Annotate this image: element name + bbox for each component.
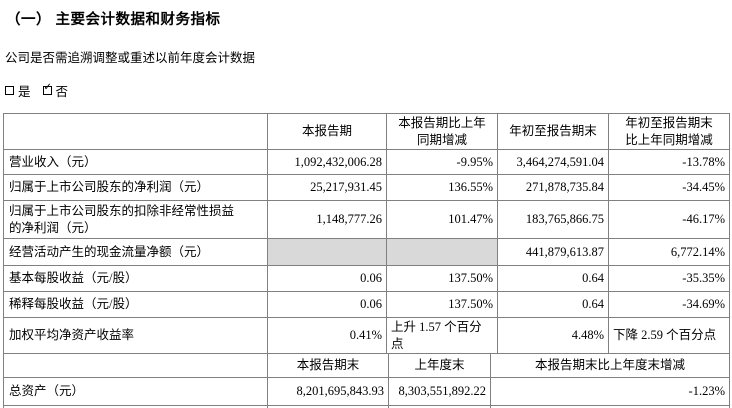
header-prior-year-end: 上年度末: [388, 353, 491, 378]
shaded-empty-cell: [386, 238, 498, 266]
cell-value: -1.23%: [490, 377, 730, 406]
cell-value: 136.55%: [386, 174, 498, 201]
table-header-row: 本报告期末 上年度末 本报告期末比上年度末增减: [3, 353, 730, 378]
empty-header-cell: [3, 113, 268, 150]
row-label: 经营活动产生的现金流量净额（元）: [3, 238, 268, 266]
cell-value: 0.64: [497, 291, 609, 318]
table-row-net-profit: 归属于上市公司股东的净利润（元） 25,217,931.45 136.55% 2…: [3, 174, 730, 201]
header-change-vs-prior-year-end: 本报告期末比上年度末增减: [490, 353, 730, 378]
table-row-revenue: 营业收入（元） 1,092,432,006.28 -9.95% 3,464,27…: [3, 149, 730, 175]
cell-value: 25,217,931.45: [267, 174, 387, 201]
header-current-period: 本报告期: [267, 113, 387, 150]
key-financials-section: 本报告期 本报告期比上年 同期增减 年初至报告期末 年初至报告期末 比上年同期增…: [3, 113, 732, 408]
row-label: 稀释每股收益（元/股）: [3, 291, 268, 318]
cell-value: 101.47%: [386, 200, 498, 239]
cell-value: 137.50%: [386, 291, 498, 318]
cell-value: 上升 1.57 个百分点: [386, 317, 498, 354]
table-row-operating-cash-flow: 经营活动产生的现金流量净额（元） 441,879,613.87 6,772.14…: [3, 238, 730, 266]
cell-value: 183,765,866.75: [497, 200, 609, 239]
table-row-basic-eps: 基本每股收益（元/股） 0.06 137.50% 0.64 -35.35%: [3, 265, 730, 292]
cell-value: 1,148,777.26: [267, 200, 387, 239]
row-label: 营业收入（元）: [3, 149, 268, 175]
header-ytd: 年初至报告期末: [497, 113, 609, 150]
cell-value: 1,092,432,006.28: [267, 149, 387, 175]
option-no-label: 否: [55, 85, 69, 99]
cell-value: -9.95%: [386, 149, 498, 175]
cell-value: 0.49%: [490, 405, 730, 408]
table-row-diluted-eps: 稀释每股收益（元/股） 0.06 137.50% 0.64 -34.69%: [3, 291, 730, 318]
restatement-question: 公司是否需追溯调整或重述以前年度会计数据: [5, 51, 256, 65]
empty-header-cell: [3, 353, 268, 378]
cell-value: 4.48%: [497, 317, 609, 354]
cell-value: 0.06: [267, 265, 387, 292]
cell-value: 0.64: [497, 265, 609, 292]
table-header-row: 本报告期 本报告期比上年 同期增减 年初至报告期末 年初至报告期末 比上年同期增…: [3, 113, 730, 150]
cell-value: 441,879,613.87: [497, 238, 609, 266]
option-yes-label: 是: [18, 85, 31, 99]
shaded-empty-cell: [267, 238, 387, 266]
header-ytd-yoy-change: 年初至报告期末 比上年同期增减: [608, 113, 730, 150]
header-period-end: 本报告期末: [267, 353, 389, 378]
cell-value: 3,464,274,591.04: [497, 149, 609, 175]
cell-value: -46.17%: [608, 200, 730, 239]
row-label: 加权平均净资产收益率: [3, 317, 268, 354]
cell-value: 8,303,551,892.22: [388, 377, 491, 406]
cell-value: 271,878,735.84: [497, 174, 609, 201]
row-label: 基本每股收益（元/股）: [3, 265, 268, 292]
section-title: （一） 主要会计数据和财务指标: [6, 12, 221, 28]
restatement-answer: 是 ✓ 否: [5, 81, 732, 100]
table-row-net-profit-excl-nonrecurring: 归属于上市公司股东的扣除非经常性损益 的净利润（元） 1,148,777.26 …: [3, 200, 730, 239]
table-row-equity: 归属于上市公司股东的所有者权益（元） 6,079,726,804.35 6,04…: [3, 405, 730, 408]
cell-value: -34.69%: [608, 291, 730, 318]
cell-value: -13.78%: [608, 149, 730, 175]
cell-value: 下降 2.59 个百分点: [608, 317, 730, 354]
table-row-weighted-avg-roe: 加权平均净资产收益率 0.41% 上升 1.57 个百分点 4.48% 下降 2…: [3, 317, 730, 354]
table-row-total-assets: 总资产（元） 8,201,695,843.93 8,303,551,892.22…: [3, 377, 730, 406]
checkbox-yes-unchecked-icon: [5, 86, 14, 95]
check-mark-icon: ✓: [43, 82, 52, 93]
balance-sheet-table: 本报告期末 上年度末 本报告期末比上年度末增减 总资产（元） 8,201,695…: [3, 353, 730, 408]
cell-value: 6,772.14%: [608, 238, 730, 266]
row-label: 归属于上市公司股东的净利润（元）: [3, 174, 268, 201]
checkbox-no-checked-icon: ✓: [42, 82, 52, 95]
cell-value: 0.06: [267, 291, 387, 318]
cell-value: 137.50%: [386, 265, 498, 292]
cell-value: -34.45%: [608, 174, 730, 201]
cell-value: 8,201,695,843.93: [267, 377, 389, 406]
header-yoy-change: 本报告期比上年 同期增减: [386, 113, 498, 150]
cell-value: -35.35%: [608, 265, 730, 292]
cell-value: 0.41%: [267, 317, 387, 354]
key-financials-table: 本报告期 本报告期比上年 同期增减 年初至报告期末 年初至报告期末 比上年同期增…: [3, 113, 730, 354]
row-label: 归属于上市公司股东的扣除非经常性损益 的净利润（元）: [3, 200, 268, 239]
row-label: 总资产（元）: [3, 377, 268, 406]
